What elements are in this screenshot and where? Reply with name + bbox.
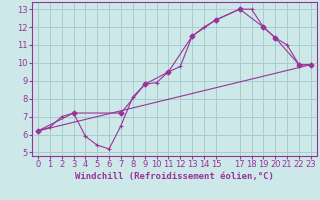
- X-axis label: Windchill (Refroidissement éolien,°C): Windchill (Refroidissement éolien,°C): [75, 172, 274, 181]
